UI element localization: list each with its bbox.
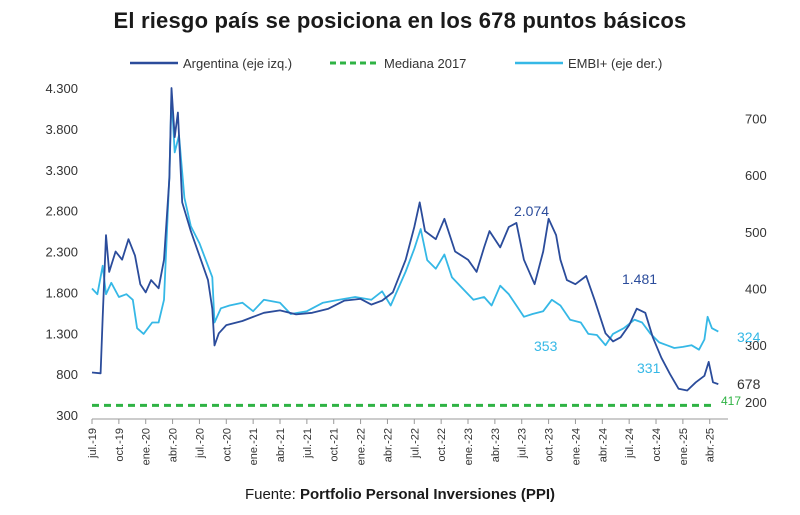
x-tick-label: oct.-19	[114, 428, 126, 462]
legend-label-mediana: Mediana 2017	[384, 56, 466, 71]
x-tick-label: oct.-24	[651, 428, 663, 462]
series-line-argentina	[91, 87, 719, 392]
legend-label-argentina: Argentina (eje izq.)	[183, 56, 292, 71]
x-tick-label: ene.-22	[356, 428, 368, 465]
x-tick-label: jul.-19	[87, 428, 99, 459]
x-tick-label: abr.-24	[597, 428, 609, 462]
x-tick-label: oct.-22	[436, 428, 448, 462]
x-tick-label: abr.-22	[382, 428, 394, 462]
x-tick-label: abr.-20	[168, 428, 180, 462]
x-tick-label: oct.-20	[221, 428, 233, 462]
x-tick-label: jul.-22	[409, 428, 421, 459]
left-tick-label: 800	[56, 367, 78, 382]
x-tick-label: jul.-23	[517, 428, 529, 459]
annotation-417: 417	[721, 394, 741, 408]
x-tick-label: ene.-20	[141, 428, 153, 465]
annotation-1481: 1.481	[622, 271, 657, 287]
x-tick-label: oct.-21	[329, 428, 341, 462]
x-tick-label: jul.-21	[302, 428, 314, 459]
annotation-331: 331	[637, 360, 661, 376]
x-tick-label: jul.-24	[624, 428, 636, 459]
left-tick-label: 1.300	[45, 326, 78, 341]
x-tick-label: ene.-25	[678, 428, 690, 465]
x-tick-label: ene.-24	[570, 428, 582, 465]
series-line-embi	[91, 94, 719, 351]
annotation-353: 353	[534, 338, 558, 354]
x-tick-label: ene.-21	[248, 428, 260, 465]
left-tick-label: 3.300	[45, 163, 78, 178]
annotation-678: 678	[737, 376, 761, 392]
x-axis: jul.-19 oct.-19 ene.-20 abr.-20 jul.-20 oct.-…	[87, 418, 728, 465]
x-tick-label: abr.-25	[705, 428, 717, 462]
source-prefix: Fuente:	[244, 486, 300, 503]
right-tick-label: 400	[745, 281, 767, 296]
annotations: 2.074 1.481 353 331 324 678 417	[514, 203, 761, 408]
left-tick-label: 4.300	[45, 81, 78, 96]
right-tick-label: 600	[745, 168, 767, 183]
legend: Argentina (eje izq.) Mediana 2017 EMBI+ …	[130, 56, 662, 71]
x-tick-label: abr.-21	[275, 428, 287, 462]
left-tick-label: 3.800	[45, 122, 78, 137]
x-tick-label: abr.-23	[490, 428, 502, 462]
right-tick-label: 200	[745, 395, 767, 410]
source-name: Portfolio Personal Inversiones (PPI)	[299, 486, 556, 503]
left-tick-label: 1.800	[45, 285, 78, 300]
left-tick-label: 2.300	[45, 245, 78, 260]
x-tick-label: ene.-23	[463, 428, 475, 465]
chart-title: El riesgo país se posiciona en los 678 p…	[113, 8, 687, 33]
annotation-324: 324	[737, 329, 761, 345]
right-tick-label: 700	[745, 111, 767, 126]
right-axis: 200 300 400 500 600 700	[745, 111, 767, 410]
legend-label-embi: EMBI+ (eje der.)	[568, 56, 662, 71]
right-tick-label: 500	[745, 225, 767, 240]
x-tick-label: oct.-23	[544, 428, 556, 462]
left-tick-label: 2.800	[45, 204, 78, 219]
annotation-2074: 2.074	[514, 203, 549, 219]
left-axis: 300 800 1.300 1.800 2.300 2.800 3.300 3.800 4.30…	[45, 81, 78, 423]
right-tick-label: 300	[745, 338, 767, 353]
source-line: Fuente: Portfolio Personal Inversiones (…	[0, 486, 800, 503]
x-tick-label: jul.-20	[194, 428, 206, 459]
left-tick-label: 300	[56, 408, 78, 423]
